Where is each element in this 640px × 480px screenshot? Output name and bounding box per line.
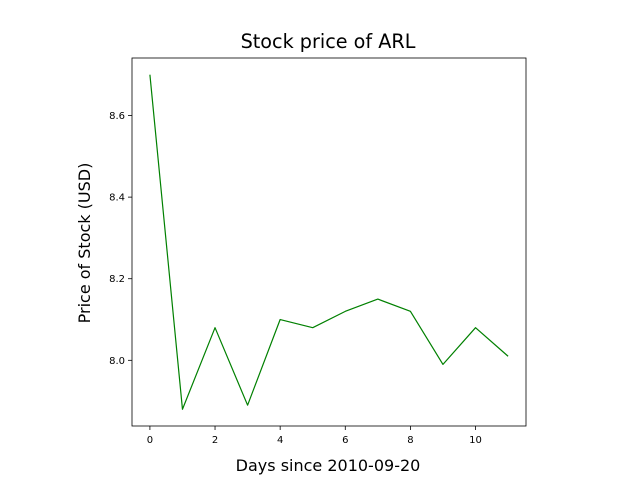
y-tick-label-0: 8.0: [109, 356, 125, 367]
chart-title: Stock price of ARL: [241, 30, 416, 53]
x-tick-label-4: 8: [407, 435, 413, 446]
x-tick-label-2: 4: [277, 435, 283, 446]
plot-frame: [131, 57, 527, 427]
x-axis-label: Days since 2010-09-20: [236, 456, 421, 475]
y-axis-label: Price of Stock (USD): [75, 163, 94, 324]
plot-area: 0 2 4 6 8 10 8.0 8.2 8.4 8.6: [109, 57, 527, 446]
x-tick-label-1: 2: [212, 435, 218, 446]
x-tick-label-0: 0: [147, 435, 153, 446]
y-tick-label-1: 8.2: [109, 274, 125, 285]
series-line-0: [149, 74, 509, 410]
y-tick-label-3: 8.6: [109, 111, 125, 122]
x-tick-label-5: 10: [469, 435, 482, 446]
y-tick-label-2: 8.4: [109, 193, 125, 204]
x-tick-label-3: 6: [342, 435, 348, 446]
